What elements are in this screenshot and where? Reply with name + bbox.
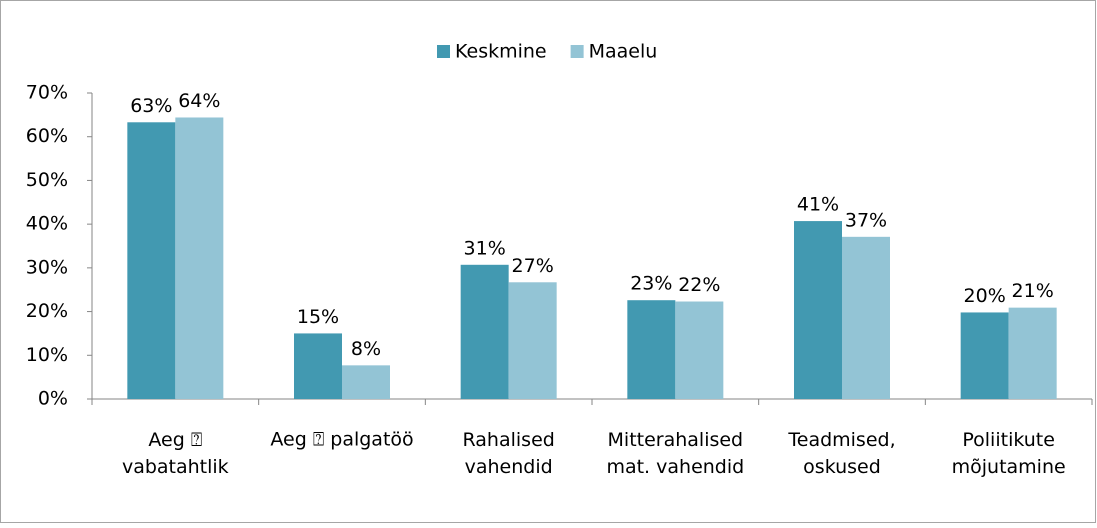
data-label: 27% [512,255,554,277]
data-label: 15% [297,306,339,328]
x-tick-label: Poliitikute mõjutamine [952,429,1066,478]
y-tick-label: 10% [26,344,68,366]
bar [794,221,842,399]
data-label: 22% [678,274,720,296]
y-tick-label: 70% [26,82,68,104]
y-tick-label: 50% [26,169,68,191]
bar [627,300,676,399]
data-label: 64% [178,90,220,112]
bar [460,264,509,399]
data-label: 31% [464,237,506,259]
bar [960,312,1009,399]
bar [294,333,342,399]
y-tick-label: 60% [26,125,68,147]
legend-label: Maaelu [589,41,658,63]
y-tick-label: 0% [38,388,68,410]
bar [127,122,176,399]
legend-swatch [437,45,450,58]
bar [508,282,557,399]
data-label: 21% [1012,280,1054,302]
data-label: 41% [797,194,839,216]
x-tick-label: Mitterahalised mat. vahendid [606,429,744,478]
data-label: 8% [351,338,381,360]
bar [1008,307,1057,399]
y-tick-label: 20% [26,300,68,322]
x-tick-label: Aeg ⍰ palgatöö [270,429,413,451]
data-label: 23% [630,273,672,295]
bar [342,365,390,399]
y-tick-label: 30% [26,256,68,278]
bar [175,117,224,399]
legend-label: Keskmine [455,41,547,63]
x-tick-label: Teadmised, oskused [787,429,895,478]
x-tick-label: Aeg ⍰ vabatahtlik [122,429,229,478]
data-label: 37% [845,209,887,231]
y-tick-label: 40% [26,213,68,235]
data-label: 63% [130,95,172,117]
x-tick-label: Rahalised vahendid [463,429,555,478]
bar [842,236,890,399]
data-label: 20% [964,285,1006,307]
bar [675,301,724,399]
legend-swatch [570,45,584,58]
